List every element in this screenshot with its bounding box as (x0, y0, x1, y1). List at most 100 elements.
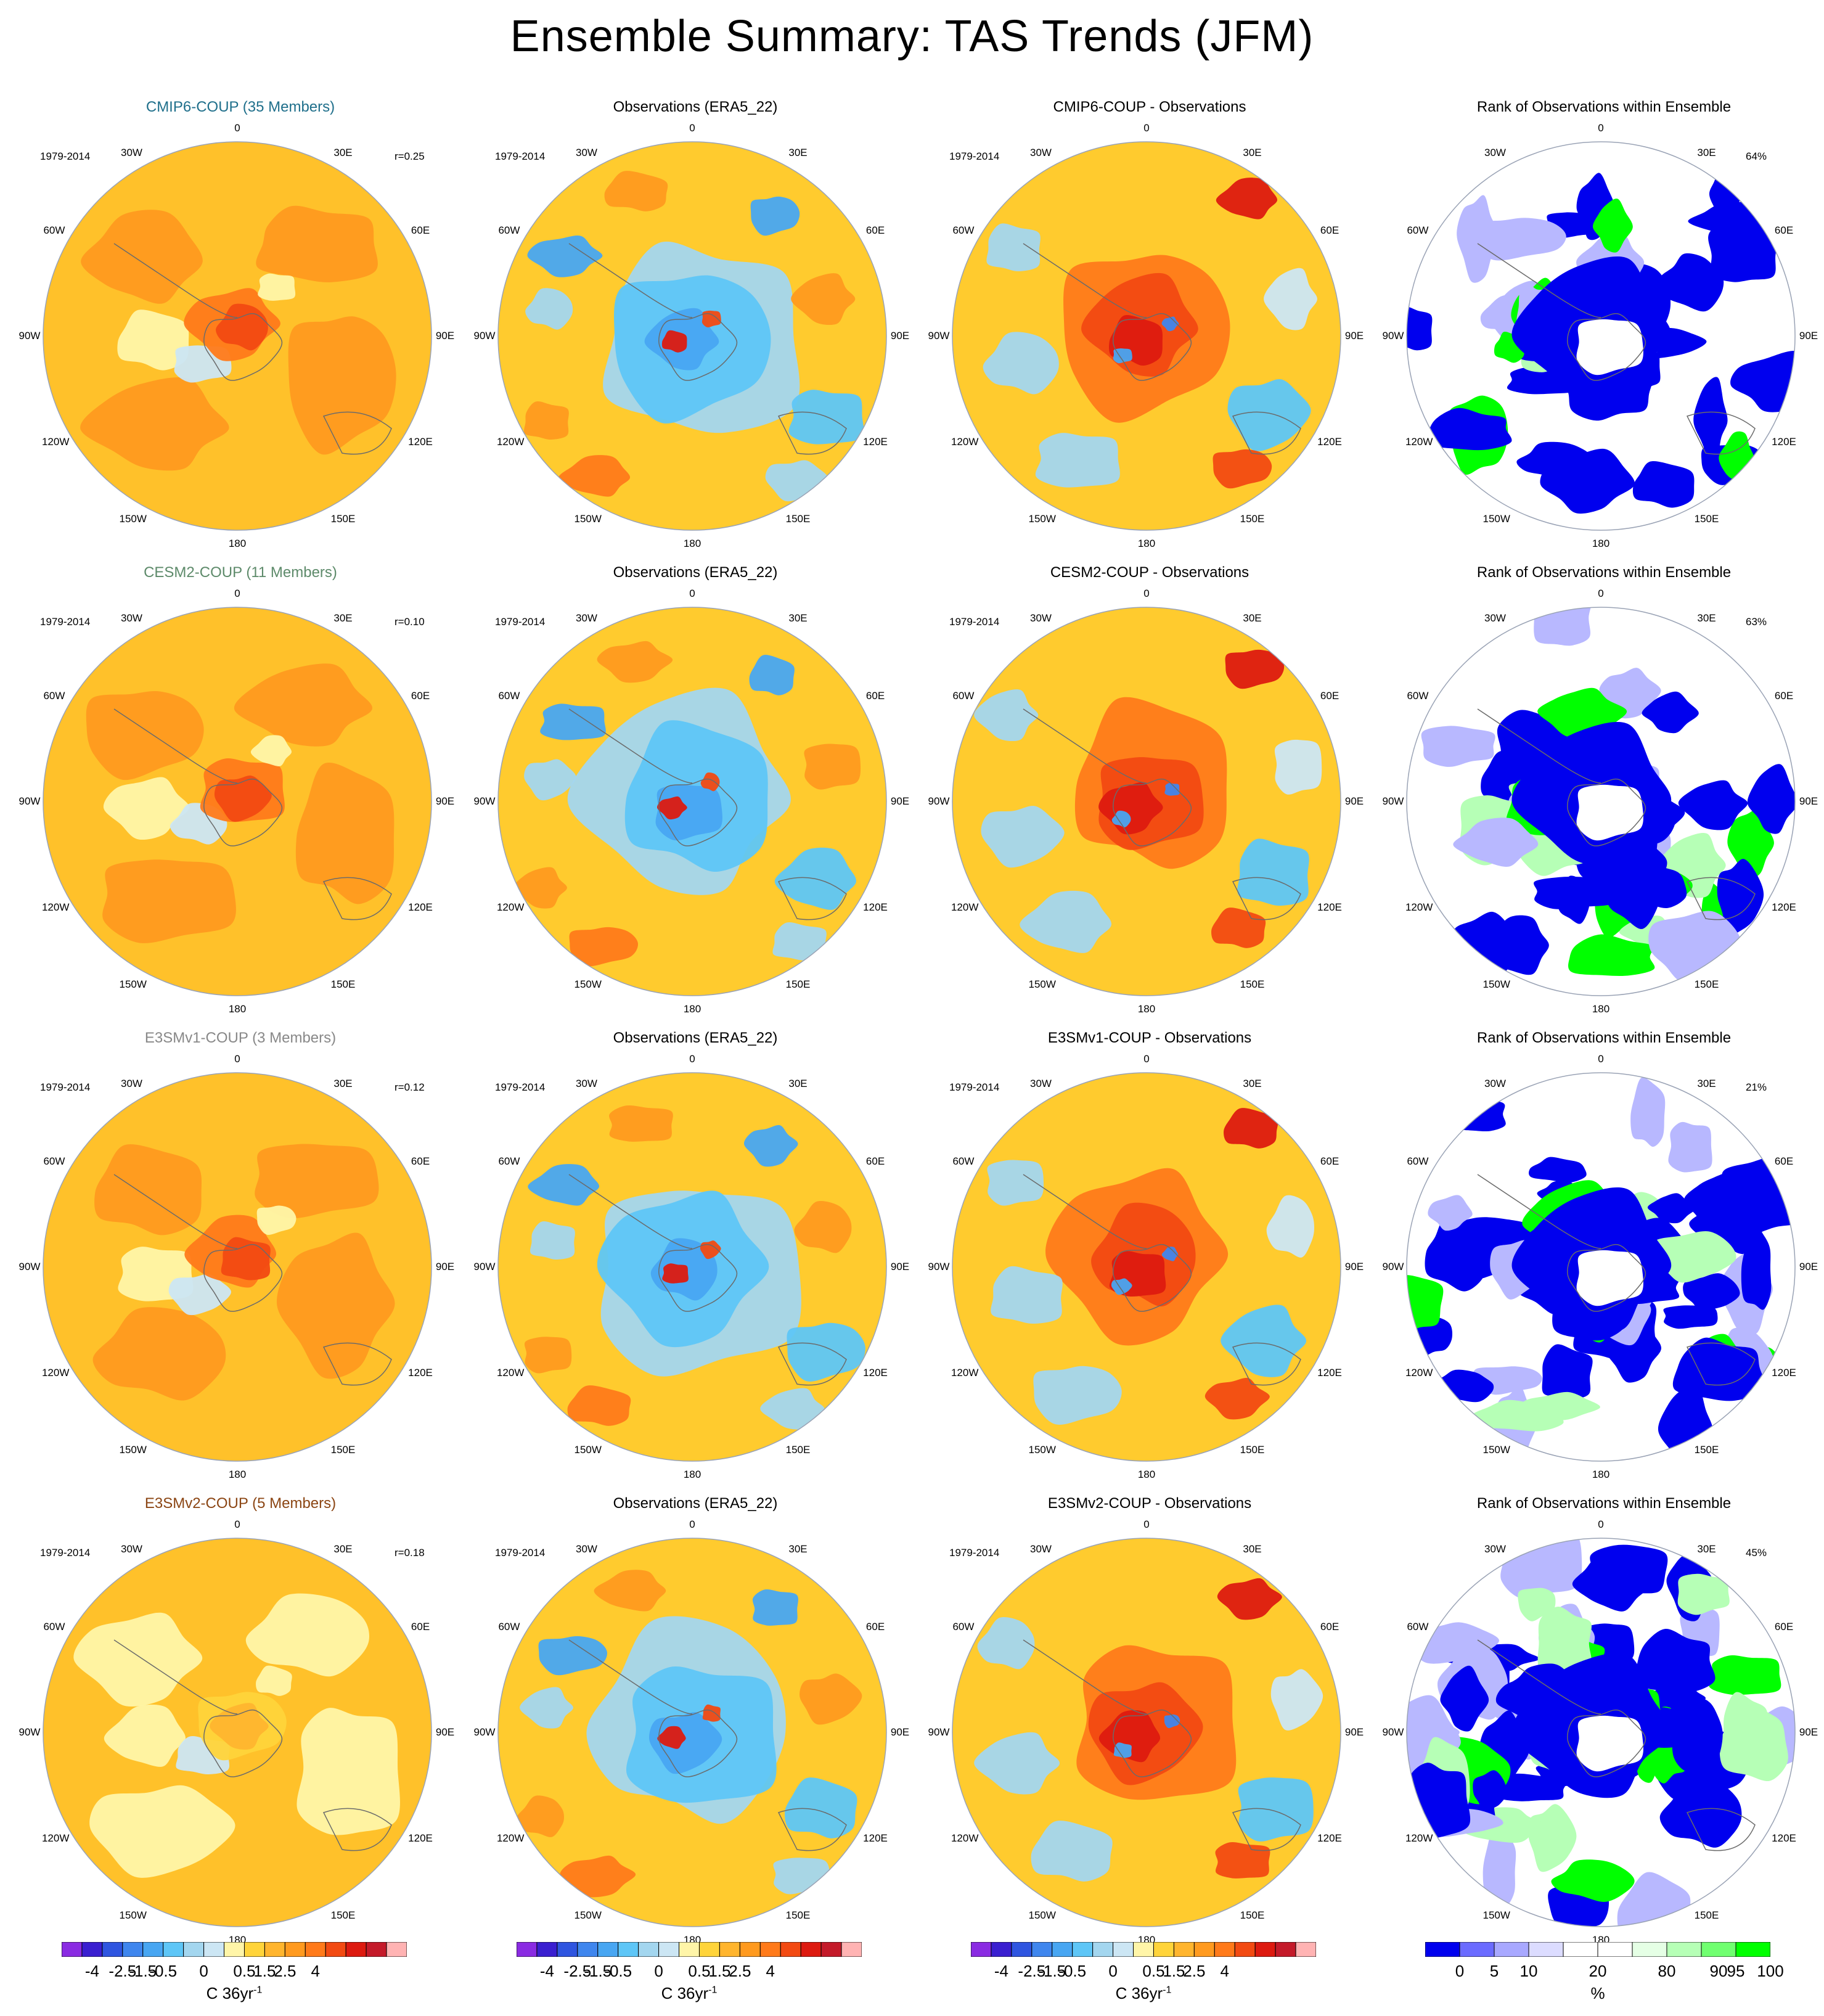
field-contour (1113, 348, 1132, 364)
longitude-label: 60W (1407, 1620, 1429, 1633)
panel-title: Rank of Observations within Ensemble (1476, 99, 1732, 115)
period-label: 1979-2014 (495, 616, 546, 628)
field-contour (520, 1687, 573, 1729)
field-contour (567, 1385, 631, 1426)
coastline (1023, 243, 1147, 318)
rank-region (1659, 253, 1724, 312)
coastline (1023, 1639, 1147, 1715)
longitude-label: 150W (119, 978, 147, 991)
longitude-label: 150W (1483, 513, 1510, 525)
longitude-label: 90W (473, 1726, 496, 1738)
map-panel-obs: Observations (ERA5_22) 0 30E 60E 90E 120E 150E… (474, 99, 911, 555)
coastline (568, 1174, 693, 1249)
map-panel-rank: Rank of Observations within Ensemble 0 30E… (1383, 99, 1820, 555)
colorbar-tick-label: 0.5 (688, 1962, 711, 1980)
colorbar-tick-label: 1.5 (253, 1962, 276, 1980)
colorbar-swatch (1425, 1942, 1460, 1957)
longitude-label: 120W (1405, 1366, 1433, 1379)
field-contour (102, 859, 236, 943)
longitude-label: 150W (1028, 513, 1056, 525)
field-contour (558, 455, 631, 497)
field-contour (276, 1232, 395, 1379)
australia-outline (322, 1342, 392, 1386)
map-border (497, 1072, 887, 1462)
colorbar-tick-label: 0.5 (1142, 1962, 1165, 1980)
longitude-label: 180 (228, 1469, 247, 1480)
field-contour (1113, 1742, 1132, 1758)
rank-region (1717, 859, 1764, 935)
coastline (113, 1639, 238, 1715)
coastline (568, 1639, 693, 1715)
field-contour (1238, 1777, 1314, 1842)
colorbar-tick-label: 5 (1489, 1962, 1499, 1980)
longitude-label: 60W (498, 1155, 520, 1167)
longitude-label: 120W (951, 435, 979, 448)
longitude-label: 60W (43, 1620, 65, 1633)
longitude-label: 120W (1405, 901, 1433, 913)
longitude-label: 30E (788, 1077, 808, 1089)
longitude-label: 180 (683, 538, 701, 549)
map-border (1406, 607, 1796, 996)
colorbar-swatch (658, 1942, 680, 1957)
longitude-label: 30E (788, 1543, 808, 1555)
longitude-label: 60W (498, 689, 520, 702)
field-contour (103, 777, 190, 840)
longitude-label: 60W (1407, 689, 1429, 702)
colorbar-swatch (1214, 1942, 1235, 1957)
longitude-label: 90E (890, 1261, 910, 1272)
rank-region (1708, 218, 1780, 282)
field-contour (752, 1589, 798, 1626)
colorbar-tick-label: -1.5 (129, 1962, 157, 1980)
field-contour (221, 1237, 271, 1280)
rank-region (1730, 351, 1795, 412)
colorbar-swatch (203, 1942, 225, 1957)
rank-percent-label: 63% (1746, 616, 1767, 628)
longitude-label: 60E (865, 1620, 885, 1633)
longitude-label: 60W (952, 224, 975, 236)
field-contour (760, 1388, 825, 1430)
polar-map (952, 1072, 1341, 1462)
longitude-label: 90W (928, 1261, 950, 1272)
rank-percent-label: 45% (1746, 1547, 1767, 1559)
longitude-label: 120W (41, 901, 70, 913)
longitude-label: 150W (119, 1909, 147, 1922)
field-contour (516, 1795, 565, 1837)
longitude-label: 180 (1137, 1003, 1156, 1015)
longitude-label: 150W (1483, 978, 1510, 991)
longitude-label: 30E (1243, 1543, 1262, 1555)
rank-region (1407, 306, 1433, 351)
colorbar-swatch (163, 1942, 184, 1957)
rank-core-gap (1576, 1250, 1643, 1306)
rank-region (1542, 1344, 1593, 1399)
period-label: 1979-2014 (40, 616, 91, 628)
period-label: 1979-2014 (40, 150, 91, 162)
rank-region (1741, 1223, 1772, 1310)
longitude-label: 60W (43, 689, 65, 702)
colorbar-tick-label: -2.5 (108, 1962, 137, 1980)
panel-title: E3SMv2-COUP - Observations (1047, 1495, 1252, 1512)
colorbar-swatch (1459, 1942, 1495, 1957)
longitude-label: 120E (408, 901, 433, 913)
longitude-label: 60W (498, 1620, 520, 1633)
rank-region (1668, 1121, 1712, 1173)
field-contour (523, 401, 569, 440)
correlation-label: r=0.10 (395, 616, 425, 628)
longitude-label: 30W (576, 1077, 597, 1089)
colorbar-swatch (264, 1942, 285, 1957)
map-panel-rank: Rank of Observations within Ensemble 0 30E… (1383, 1030, 1820, 1486)
colorbar-tick-label: -4 (994, 1962, 1008, 1980)
period-label: 1979-2014 (495, 1547, 546, 1559)
colorbar-swatch (1193, 1942, 1215, 1957)
rank-region (1457, 195, 1499, 283)
map-border (1406, 141, 1796, 531)
field-contour (1225, 649, 1285, 689)
field-contour (94, 1144, 202, 1235)
rank-region (1534, 607, 1593, 646)
colorbar-tick-label: 0 (199, 1962, 208, 1980)
colorbar-swatch (759, 1942, 781, 1957)
longitude-label: 60E (411, 1620, 430, 1633)
longitude-label: 30W (1030, 1543, 1052, 1555)
colorbar-tick-label: 0 (1108, 1962, 1118, 1980)
colorbar-swatch (1173, 1942, 1195, 1957)
longitude-label: 60W (43, 224, 65, 236)
